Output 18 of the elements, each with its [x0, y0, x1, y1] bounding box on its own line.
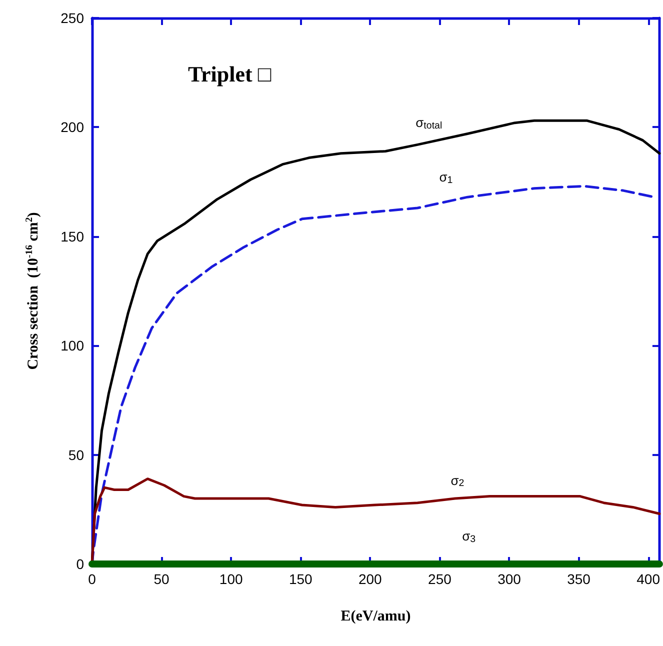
y-tick-label: 0 [76, 556, 84, 572]
x-tick-label: 150 [288, 571, 313, 587]
y-tick-label: 100 [60, 338, 84, 354]
x-tick-label: 250 [428, 571, 452, 587]
x-tick-label: 100 [219, 571, 243, 587]
x-tick-label: 400 [636, 571, 660, 587]
x-tick-label: 350 [567, 571, 591, 587]
y-tick-label: 200 [60, 119, 84, 136]
x-tick-label: 50 [154, 571, 170, 587]
x-axis-title: E(eV/amu) [340, 608, 411, 624]
y-tick-label: 150 [60, 228, 84, 244]
y-axis-title: Cross section (10-16 cm2) [24, 212, 42, 370]
x-tick-label: 0 [88, 571, 96, 587]
y-tick-label: 250 [60, 10, 84, 26]
text: Triplet □ [188, 62, 272, 86]
x-tick-label: 200 [358, 571, 382, 587]
y-tick-label: 50 [68, 446, 84, 463]
x-tick-label: 300 [498, 571, 522, 587]
